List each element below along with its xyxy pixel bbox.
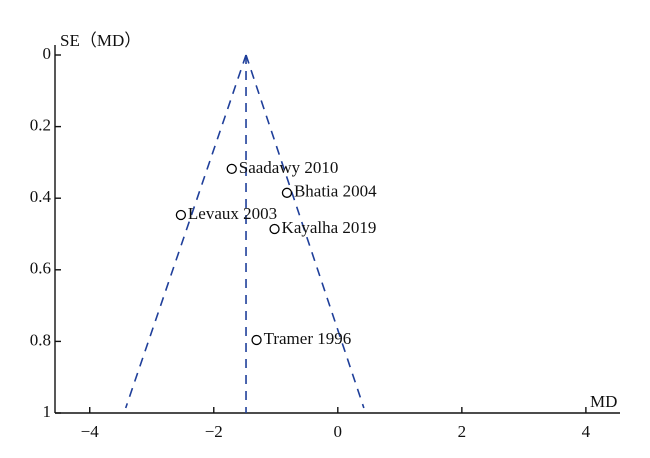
- y-tick-label: 0.4: [30, 187, 52, 206]
- x-axis-label: MD: [590, 392, 617, 411]
- y-axis-label: SE（MD）: [60, 31, 141, 50]
- x-tick-label: 0: [334, 422, 343, 441]
- study-label: Kayalha 2019: [282, 218, 377, 237]
- y-tick-label: 1: [43, 402, 52, 421]
- x-tick-label: 4: [582, 422, 591, 441]
- study-label: Levaux 2003: [188, 204, 277, 223]
- study-point: [226, 163, 237, 174]
- y-tick-label: 0.2: [30, 116, 51, 135]
- study-point: [251, 334, 262, 346]
- study-point: [281, 187, 293, 198]
- x-tick-label: 2: [458, 422, 467, 441]
- y-tick-label: 0.8: [30, 330, 51, 349]
- study-point: [269, 223, 280, 235]
- funnel-line: [124, 54, 247, 409]
- study-label: Saadawy 2010: [239, 158, 339, 177]
- study-point: [175, 209, 187, 221]
- funnel-line: [245, 54, 365, 409]
- x-tick-label: −2: [205, 422, 223, 441]
- x-tick-label: −4: [81, 422, 100, 441]
- y-tick-label: 0: [43, 44, 52, 63]
- study-label: Bhatia 2004: [294, 182, 377, 201]
- study-label: Tramer 1996: [264, 329, 352, 348]
- y-tick-label: 0.6: [30, 259, 51, 278]
